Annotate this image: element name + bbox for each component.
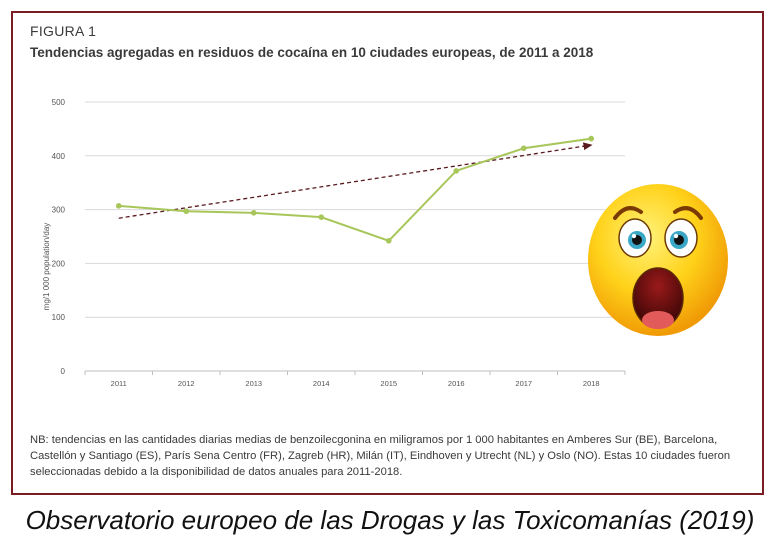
data-point	[250, 210, 257, 216]
data-point	[183, 208, 190, 215]
x-tick-label: 2018	[583, 379, 600, 388]
y-tick-label: 500	[52, 98, 66, 107]
data-point	[588, 135, 595, 142]
data-point	[115, 203, 122, 209]
x-tick-labels: 2011 2012 2013 2014 2015 2016 2017 2018	[84, 371, 626, 388]
footnote: NB: tendencias en las cantidades diarias…	[30, 434, 731, 478]
x-tick-label: 2015	[380, 379, 397, 388]
trend-line	[118, 142, 593, 219]
x-tick-label: 2013	[245, 379, 262, 388]
y-tick-labels: 0 100 200 300 400 500	[52, 98, 66, 376]
x-tick-label: 2016	[448, 379, 465, 388]
y-tick-label: 400	[52, 152, 66, 161]
data-point	[453, 168, 460, 174]
y-tick-label: 300	[52, 206, 66, 215]
y-tick-label: 0	[61, 367, 66, 376]
source-caption: Observatorio europeo de las Drogas y las…	[25, 505, 755, 535]
series-line	[118, 137, 592, 242]
data-point	[385, 238, 392, 244]
data-point	[520, 145, 527, 152]
data-point	[318, 214, 325, 220]
x-tick-label: 2014	[313, 379, 330, 388]
y-tick-label: 100	[52, 313, 66, 322]
x-tick-label: 2011	[111, 379, 127, 388]
y-axis-label: mg/1 000 population/day	[42, 223, 51, 311]
x-tick-label: 2017	[515, 379, 532, 388]
data-points	[115, 135, 595, 244]
figure-label: FIGURA 1	[30, 23, 97, 39]
gridlines	[85, 101, 625, 372]
x-tick-label: 2012	[178, 379, 195, 388]
chart-title: Tendencias agregadas en residuos de coca…	[30, 45, 594, 60]
y-tick-label: 200	[52, 259, 66, 268]
shocked-face-icon	[585, 180, 731, 345]
